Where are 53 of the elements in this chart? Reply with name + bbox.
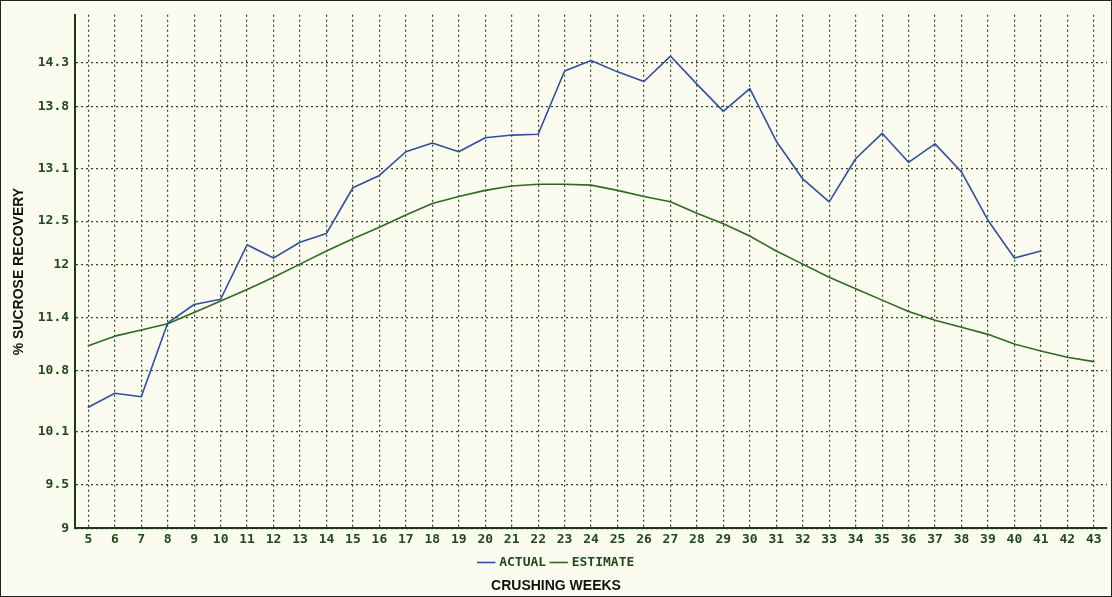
x-tick-label: 32 — [794, 530, 811, 546]
y-tick-label: 12.5 — [37, 212, 70, 228]
x-axis-title: CRUSHING WEEKS — [490, 577, 622, 593]
y-tick-label: 10.8 — [37, 361, 70, 377]
x-tick-label: 5 — [84, 530, 93, 546]
legend-label: ESTIMATE — [571, 553, 635, 569]
x-tick-label: 42 — [1059, 530, 1076, 546]
x-tick-label: 13 — [292, 530, 308, 546]
x-tick-label: 16 — [371, 530, 388, 546]
x-tick-label: 14 — [318, 530, 335, 546]
x-tick-label: 31 — [768, 530, 785, 546]
x-tick-label: 35 — [874, 530, 890, 546]
x-tick-label: 23 — [556, 530, 573, 546]
x-tick-label: 36 — [900, 530, 917, 546]
x-tick-label: 26 — [636, 530, 652, 546]
y-tick-label: 13.8 — [37, 98, 70, 114]
x-tick-label: 28 — [689, 530, 705, 546]
x-tick-label: 38 — [953, 530, 970, 546]
x-tick-label: 7 — [137, 530, 146, 546]
x-tick-label: 29 — [715, 530, 732, 546]
x-tick-label: 15 — [345, 530, 361, 546]
y-axis-title: % SUCROSE RECOVERY — [10, 187, 27, 356]
x-tick-label: 20 — [477, 530, 494, 546]
x-tick-label: 9 — [190, 530, 199, 546]
legend-label: ACTUAL — [499, 553, 547, 569]
y-tick-label: 9 — [61, 519, 70, 535]
x-tick-label: 8 — [163, 530, 172, 546]
y-tick-label: 9.5 — [45, 475, 70, 491]
x-tick-label: 12 — [265, 530, 282, 546]
x-tick-label: 17 — [398, 530, 414, 546]
x-tick-label: 37 — [927, 530, 943, 546]
x-tick-label: 25 — [609, 530, 626, 546]
x-tick-label: 6 — [110, 530, 119, 546]
x-tick-label: 43 — [1085, 530, 1102, 546]
x-tick-label: 30 — [741, 530, 758, 546]
x-tick-label: 11 — [239, 530, 256, 546]
y-tick-label: 13.1 — [37, 159, 70, 175]
x-tick-label: 22 — [530, 530, 546, 546]
x-tick-label: 24 — [583, 530, 600, 546]
x-tick-label: 21 — [503, 530, 520, 546]
x-tick-label: 39 — [980, 530, 996, 546]
x-tick-label: 10 — [212, 530, 229, 546]
x-tick-label: 40 — [1006, 530, 1023, 546]
y-tick-label: 11.4 — [37, 309, 70, 325]
y-tick-label: 14.3 — [37, 54, 70, 70]
x-tick-label: 18 — [424, 530, 441, 546]
x-tick-label: 27 — [662, 530, 679, 546]
y-tick-label: 12 — [53, 256, 70, 272]
x-tick-label: 33 — [821, 530, 838, 546]
x-tick-label: 34 — [847, 530, 864, 546]
y-tick-label: 10.1 — [37, 423, 70, 439]
x-tick-label: 19 — [450, 530, 467, 546]
x-tick-label: 41 — [1033, 530, 1049, 546]
